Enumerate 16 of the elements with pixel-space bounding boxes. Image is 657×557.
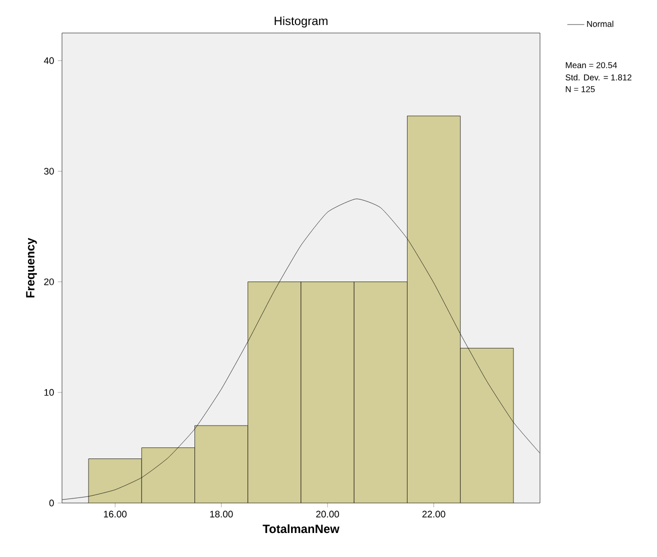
y-tick-label: 40	[44, 57, 54, 64]
x-tick-label: 20.00	[316, 510, 340, 518]
y-tick-label: 10	[44, 389, 54, 396]
x-axis-title: TotalmanNew	[262, 524, 340, 534]
x-tick-label: 22.00	[422, 510, 446, 518]
text: Mean = 20.54	[566, 62, 617, 68]
y-axis-title: Frequency	[26, 238, 37, 298]
text: Std. Dev. = 1.812	[566, 74, 632, 80]
text: N = 125	[566, 86, 595, 92]
y-tick-label: 20	[44, 278, 54, 286]
x-tick-label: 18.00	[210, 510, 233, 518]
x-tick-label: 16.00	[104, 510, 127, 518]
legend-label: Normal	[587, 20, 614, 27]
y-tick-label: 30	[44, 168, 54, 175]
y-tick-label: 0	[49, 500, 54, 506]
chart-title: Histogram	[274, 16, 328, 28]
